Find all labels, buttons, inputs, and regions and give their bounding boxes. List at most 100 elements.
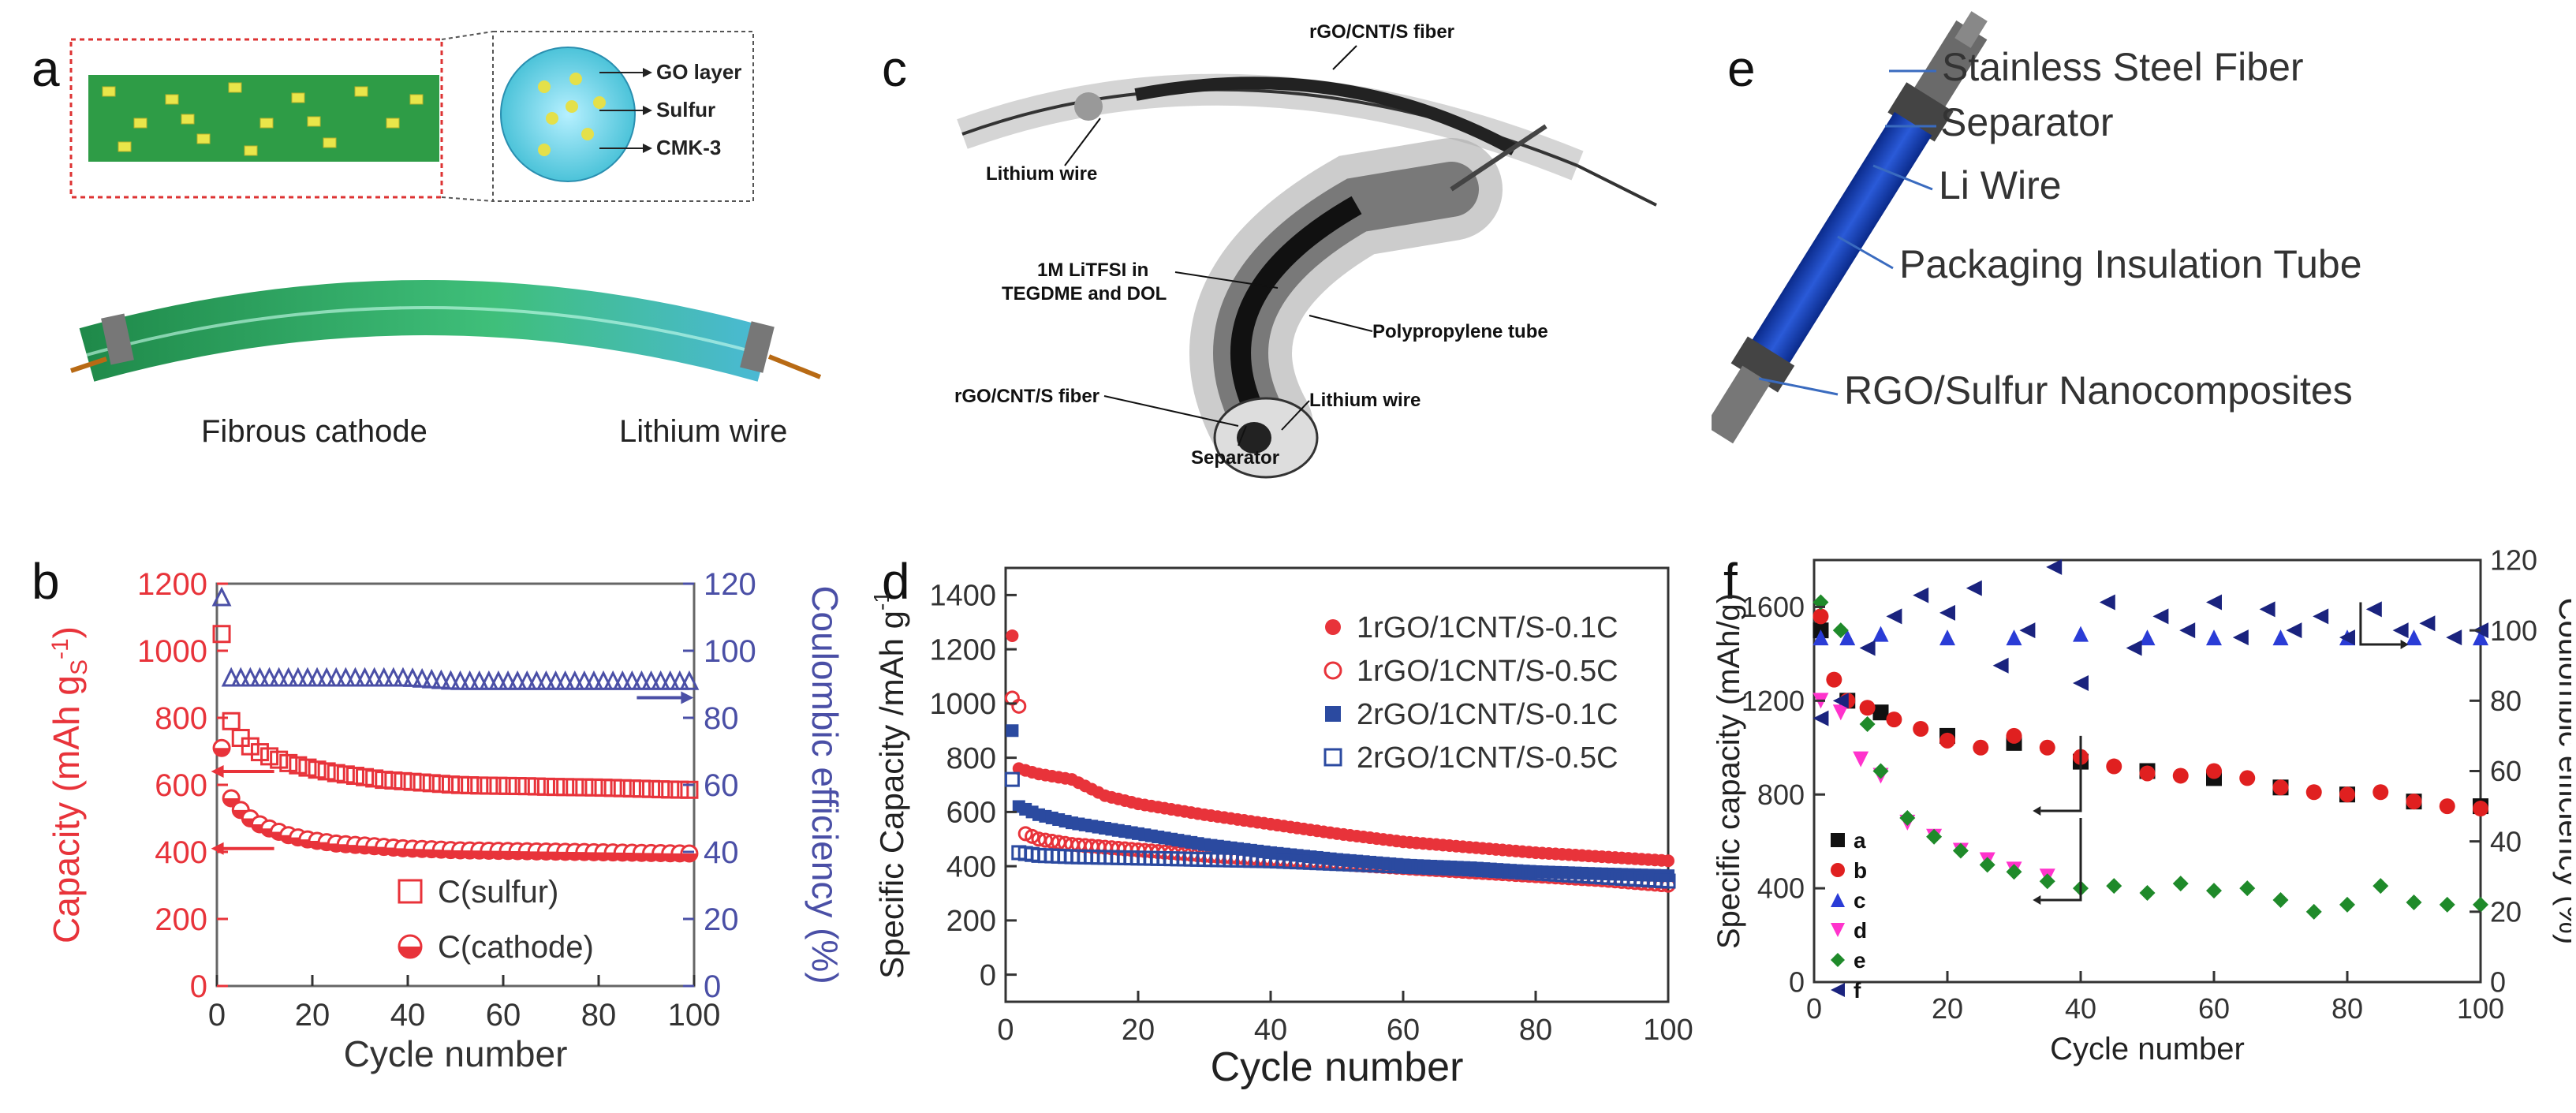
data-point bbox=[2272, 779, 2289, 796]
panel-e: e Stainless Steel Fiber Separator Li Wir… bbox=[1712, 0, 2571, 505]
data-point bbox=[461, 776, 480, 795]
data-point bbox=[2365, 601, 2382, 618]
legend-marker bbox=[1325, 706, 1341, 722]
data-point bbox=[2286, 622, 2302, 639]
chart-f-xlabel: Cycle number bbox=[2050, 1032, 2245, 1066]
legend-label: 1rGO/1CNT/S-0.1C bbox=[1357, 611, 1618, 644]
data-point bbox=[489, 776, 508, 795]
series-e bbox=[1813, 594, 2488, 920]
y2-tick-label: 80 bbox=[2490, 685, 2522, 717]
label-li-wire: Li Wire bbox=[1939, 163, 2062, 207]
legend-label: 2rGO/1CNT/S-0.1C bbox=[1357, 698, 1618, 731]
panel-f: f 0 20 40 60 80 100 0 400 800 1200 1600 0 20 40 60 80 10… bbox=[1712, 521, 2571, 1113]
data-point bbox=[680, 780, 699, 799]
data-point bbox=[240, 667, 260, 687]
data-point bbox=[2305, 784, 2322, 801]
label-polypropylene-tube: Polypropylene tube bbox=[1372, 321, 1548, 342]
inset-label-go: GO layer bbox=[656, 60, 741, 84]
data-point bbox=[651, 780, 670, 799]
data-point bbox=[1926, 828, 1943, 845]
x-tick-label: 20 bbox=[1932, 992, 1963, 1025]
data-point bbox=[1973, 739, 1989, 756]
data-point bbox=[374, 667, 394, 687]
data-point bbox=[1813, 629, 1829, 646]
data-point bbox=[507, 670, 528, 690]
data-point bbox=[546, 670, 566, 690]
data-point bbox=[2152, 608, 2169, 625]
fiber-battery-illustration: rGO/CNT/S fiber Lithium wire 1M LiTFSI i… bbox=[954, 21, 1657, 479]
data-point bbox=[212, 625, 231, 644]
legend-marker bbox=[1323, 748, 1342, 767]
data-point bbox=[450, 670, 470, 690]
data-point bbox=[651, 670, 671, 690]
data-point bbox=[2473, 896, 2488, 913]
legend-marker bbox=[1831, 983, 1845, 997]
y-tick-label: 600 bbox=[155, 768, 207, 803]
data-point bbox=[1006, 629, 1019, 642]
data-point bbox=[2373, 784, 2389, 801]
data-point bbox=[1872, 704, 1889, 721]
data-point bbox=[2172, 876, 2189, 892]
data-point bbox=[498, 776, 517, 795]
x-tick-label: 100 bbox=[668, 998, 721, 1033]
data-point bbox=[364, 667, 385, 687]
chart-b-ylabel-sub: S bbox=[66, 659, 92, 675]
panel-a: a GO layer Sulfur CM bbox=[0, 0, 860, 505]
x-tick-label: 80 bbox=[1519, 1014, 1552, 1047]
y2-tick-label: 120 bbox=[704, 567, 756, 602]
inset-label-sulfur: Sulfur bbox=[656, 98, 715, 121]
data-point bbox=[2126, 640, 2142, 656]
legend-label: d bbox=[1854, 918, 1867, 943]
data-point bbox=[670, 780, 689, 799]
data-point bbox=[1839, 629, 1856, 646]
data-point bbox=[517, 777, 536, 796]
data-point bbox=[2272, 891, 2289, 908]
data-point bbox=[356, 768, 375, 786]
data-point bbox=[1859, 700, 1876, 716]
data-point bbox=[2239, 880, 2256, 897]
data-point bbox=[2473, 629, 2488, 646]
y2-tick-label: 120 bbox=[2490, 544, 2537, 577]
data-point bbox=[498, 670, 518, 690]
x-tick-label: 40 bbox=[2065, 992, 2096, 1025]
data-point bbox=[1939, 629, 1955, 646]
data-point bbox=[383, 667, 404, 687]
legend-label: C(cathode) bbox=[438, 930, 594, 965]
data-point bbox=[413, 773, 431, 792]
chart-f-ylabel: Specific capacity (mAh/g) bbox=[1712, 593, 1746, 949]
panel-letter-d: d bbox=[882, 553, 910, 610]
y2-tick-label: 20 bbox=[704, 902, 739, 937]
y-tick-label: 400 bbox=[946, 850, 996, 883]
y-tick-label: 800 bbox=[1757, 779, 1805, 811]
data-point bbox=[2006, 864, 2022, 880]
y2-tick-label: 0 bbox=[2490, 966, 2506, 999]
data-point bbox=[2232, 629, 2249, 646]
data-point bbox=[1859, 640, 1876, 656]
data-point bbox=[2392, 622, 2409, 639]
series-2rgo-1cnt-s-0-5c bbox=[1004, 771, 1676, 889]
data-point bbox=[2106, 758, 2122, 775]
data-point bbox=[2106, 878, 2122, 895]
y-tick-label: 200 bbox=[946, 905, 996, 938]
panel-letter-f: f bbox=[1723, 553, 1738, 610]
data-point bbox=[2046, 558, 2063, 575]
data-point bbox=[526, 670, 547, 690]
data-point bbox=[317, 762, 336, 781]
y-tick-label: 800 bbox=[946, 742, 996, 775]
data-point bbox=[1872, 626, 1889, 642]
data-point bbox=[2339, 629, 2355, 646]
chart-b-frame bbox=[215, 582, 696, 988]
x-tick-label: 20 bbox=[295, 998, 330, 1033]
series-2rgo-1cnt-s-0-1c bbox=[1006, 724, 1674, 883]
legend-marker bbox=[1831, 923, 1845, 937]
y2-tick-label: 20 bbox=[2490, 895, 2522, 928]
data-point bbox=[2039, 873, 2055, 890]
data-point bbox=[488, 670, 509, 690]
data-point bbox=[394, 771, 413, 790]
series-f bbox=[1813, 558, 2488, 726]
chart-b-ylabel-sup: -1 bbox=[47, 638, 73, 659]
data-point bbox=[1992, 657, 2009, 674]
chart-d-ylabel-sup: -1 bbox=[869, 591, 894, 611]
data-point bbox=[289, 756, 308, 775]
data-point bbox=[479, 670, 499, 690]
